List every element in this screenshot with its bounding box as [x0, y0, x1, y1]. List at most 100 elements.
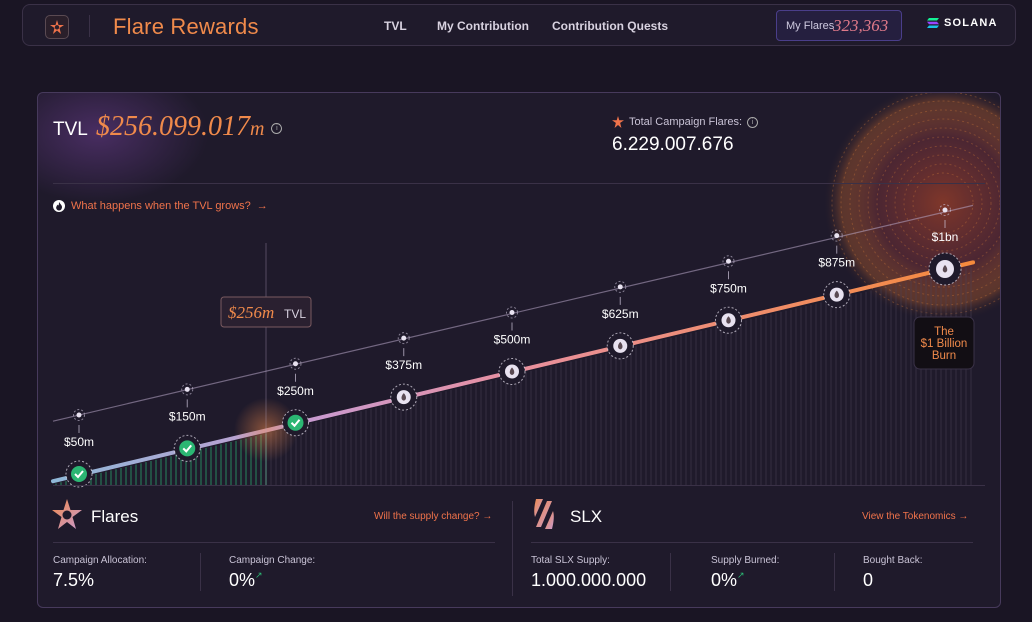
- flame-icon: [53, 200, 65, 212]
- milestone-top-dot: [289, 357, 302, 370]
- flare-logo-icon[interactable]: [45, 15, 69, 39]
- tvl-grows-link[interactable]: What happens when the TVL grows? →: [53, 200, 268, 212]
- wallet-label: SOLANA: [944, 17, 998, 29]
- wallet-button[interactable]: SOLANA: [927, 17, 998, 29]
- arrow-right-icon: →: [482, 511, 493, 522]
- milestone-top-dot: [181, 383, 194, 396]
- check-icon: [287, 414, 304, 431]
- arrow-up-right-icon: ↗: [255, 570, 263, 580]
- tokenomics-link[interactable]: View the Tokenomics →: [862, 511, 969, 522]
- slx-logo-icon: [534, 499, 554, 529]
- slx-title: SLX: [570, 507, 603, 526]
- flare-star-icon: [612, 116, 624, 128]
- milestone-top-dot: [73, 409, 85, 421]
- divider: [53, 183, 985, 184]
- campaign-flares-label: Total Campaign Flares:: [629, 116, 743, 128]
- top-bar: Flare Rewards TVL My Contribution Contri…: [22, 4, 1016, 46]
- divider: [512, 501, 513, 596]
- tvl-value: $256.099.017m i: [96, 111, 283, 143]
- milestone-top-dot-core: [184, 386, 190, 392]
- milestone-top-dot: [830, 229, 843, 242]
- flares-title: Flares: [91, 507, 139, 526]
- burn-label-line: The: [934, 326, 954, 338]
- flame-shape: [834, 290, 839, 299]
- check-mark: [290, 419, 301, 428]
- flares-star-icon: [52, 499, 82, 529]
- milestone-top-dot: [397, 332, 410, 345]
- divider: [670, 553, 671, 591]
- milestone-label: $625m: [602, 307, 639, 321]
- current-tvl-value: $256m: [228, 303, 274, 322]
- my-flares-label: My Flares: [786, 20, 835, 32]
- check-mark: [74, 470, 84, 479]
- milestone-label: $500m: [494, 333, 531, 347]
- total-supply-value: 1.000.000.000: [531, 570, 647, 590]
- flame-shape: [509, 367, 515, 375]
- milestone-label: $50m: [64, 435, 94, 449]
- campaign-change-value: 0%↗: [229, 570, 263, 590]
- nav-tvl[interactable]: TVL: [384, 19, 407, 33]
- milestone-top-dot-core: [76, 412, 82, 418]
- rewards-panel: $50m $150m $250m $375m $500m $625m $750m $875m $…: [37, 92, 1001, 608]
- flame-shape: [726, 316, 731, 324]
- milestone-label: $375m: [385, 358, 422, 372]
- tvl-grows-link-text: What happens when the TVL grows?: [71, 200, 251, 212]
- flame-shape: [401, 393, 406, 401]
- title-divider: [89, 15, 90, 37]
- my-flares-badge[interactable]: My Flares 323,363: [776, 10, 902, 41]
- total-supply-label: Total SLX Supply:: [531, 555, 610, 566]
- milestone-top-dot-core: [509, 310, 515, 315]
- check-icon: [179, 440, 196, 457]
- info-icon[interactable]: i: [271, 123, 283, 135]
- milestone-label: $1bn: [932, 230, 959, 244]
- supply-change-link[interactable]: Will the supply change? →: [374, 511, 493, 522]
- info-icon[interactable]: i: [747, 116, 759, 128]
- milestone-top-dot: [506, 306, 518, 319]
- total-campaign-flares: Total Campaign Flares: i: [612, 116, 759, 128]
- arrow-up-right-icon: ↗: [737, 570, 745, 580]
- campaign-allocation-value: 7.5%: [53, 570, 95, 590]
- milestone-top-dot-core: [401, 335, 407, 341]
- burn-label-line: Burn: [932, 350, 956, 362]
- divider: [53, 542, 495, 543]
- milestone-top-dot-core: [617, 284, 623, 290]
- arrow-right-icon: →: [958, 511, 969, 522]
- check-icon: [71, 466, 87, 482]
- campaign-change-label: Campaign Change:: [229, 555, 316, 566]
- divider: [531, 542, 973, 543]
- bought-back-value: 0: [863, 570, 874, 590]
- nav-contribution-quests[interactable]: Contribution Quests: [552, 19, 668, 33]
- milestone-top-dot-core: [293, 361, 298, 367]
- milestone-label: $750m: [710, 281, 747, 295]
- burn-label-line: $1 Billion: [921, 338, 968, 350]
- milestone-top-dot-core: [942, 207, 948, 213]
- tvl-label: TVL: [53, 119, 88, 140]
- solana-icon: [927, 18, 939, 28]
- milestone-top-dot-core: [726, 258, 731, 264]
- arrow-right-icon: →: [256, 200, 268, 212]
- current-tvl-callout: $256m TVL: [220, 296, 312, 328]
- my-flares-value: 323,363: [833, 16, 889, 35]
- current-tvl-unit: TVL: [284, 307, 306, 321]
- milestone-label: $250m: [277, 384, 314, 398]
- flame-shape: [618, 341, 623, 350]
- milestone-top-dot: [939, 204, 951, 216]
- divider: [834, 553, 835, 591]
- milestone-top-dot: [614, 280, 627, 293]
- flame-shape: [942, 265, 948, 273]
- tvl-amount: $256.099.017: [96, 111, 250, 142]
- app-title: Flare Rewards: [113, 14, 259, 39]
- supply-burned-label: Supply Burned:: [711, 555, 780, 566]
- campaign-allocation-label: Campaign Allocation:: [53, 555, 147, 566]
- divider: [53, 485, 985, 486]
- nav-my-contribution[interactable]: My Contribution: [437, 19, 529, 33]
- check-mark: [182, 444, 193, 453]
- tvl-unit: m: [250, 118, 265, 140]
- milestone-top-dot-core: [834, 233, 840, 239]
- tvl-milestone-chart: $50m $150m $250m $375m $500m $625m $750m $875m $…: [38, 93, 1000, 488]
- milestone-label: $150m: [169, 409, 206, 423]
- campaign-flares-value: 6.229.007.676: [612, 134, 734, 155]
- divider: [200, 553, 201, 591]
- milestone-label: $875m: [818, 256, 855, 270]
